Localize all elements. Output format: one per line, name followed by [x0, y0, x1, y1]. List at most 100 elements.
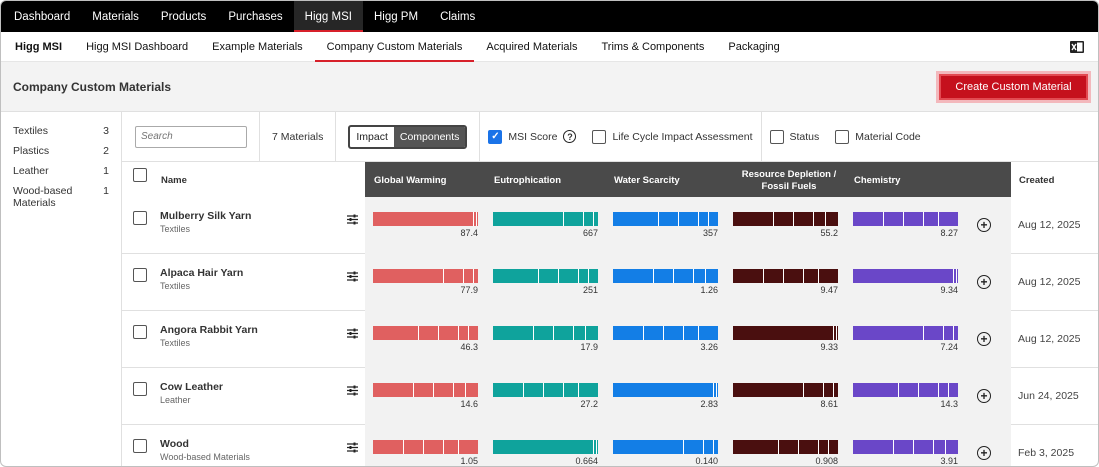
sidebar-item-textiles[interactable]: Textiles 3	[1, 125, 121, 137]
excel-export-icon[interactable]	[1070, 40, 1084, 54]
material-name[interactable]: Angora Rabbit Yarn	[160, 324, 258, 336]
column-header-chemistry[interactable]: Chemistry	[854, 175, 901, 186]
material-code-checkbox[interactable]	[835, 129, 850, 144]
global-warming-bar[interactable]	[373, 212, 478, 226]
water-scarcity-bar[interactable]	[613, 326, 718, 340]
material-name[interactable]: Alpaca Hair Yarn	[160, 267, 244, 279]
global-warming-bar[interactable]	[373, 326, 478, 340]
chemistry-bar[interactable]	[853, 326, 958, 340]
toggle-impact[interactable]: Impact	[356, 130, 388, 143]
adjust-sliders-icon[interactable]	[347, 271, 358, 282]
add-circle-icon[interactable]: +	[977, 332, 991, 346]
add-circle-icon[interactable]: +	[977, 446, 991, 460]
global-warming-bar[interactable]	[373, 440, 478, 454]
bar-segment-divider	[643, 326, 644, 340]
row-checkbox[interactable]	[133, 382, 147, 396]
sidebar-item-wood-based-materials[interactable]: Wood-based Materials 1	[1, 185, 121, 209]
chemistry-bar[interactable]	[853, 440, 958, 454]
eutrophication-bar[interactable]	[493, 212, 598, 226]
global-warming-bar[interactable]	[373, 269, 478, 283]
adjust-sliders-icon[interactable]	[347, 385, 358, 396]
topnav-dashboard[interactable]: Dashboard	[14, 10, 71, 23]
resource-depletion-bar[interactable]	[733, 383, 838, 397]
column-header-created[interactable]: Created	[1019, 175, 1055, 186]
global-warming-bar[interactable]	[373, 383, 478, 397]
material-name[interactable]: Wood	[160, 438, 189, 450]
status-option[interactable]: Status	[762, 129, 828, 144]
topnav-products[interactable]: Products	[160, 10, 207, 23]
subnav-acquired-materials[interactable]: Acquired Materials	[486, 40, 578, 53]
water-scarcity-bar[interactable]	[613, 440, 718, 454]
lca-checkbox[interactable]	[592, 129, 607, 144]
bar-segment-divider	[458, 440, 459, 454]
topnav-higg-msi[interactable]: Higg MSI	[293, 1, 364, 32]
material-code-option[interactable]: Material Code	[827, 129, 928, 144]
eutrophication-bar[interactable]	[493, 269, 598, 283]
table-row[interactable]: Cow Leather Leather 14.6 27.2 2.83 8.61 14.3 + J…	[122, 368, 1098, 425]
subnav-example-materials[interactable]: Example Materials	[212, 40, 303, 53]
search-input[interactable]	[135, 125, 247, 148]
topnav-materials[interactable]: Materials	[92, 10, 139, 23]
bar-segment-divider	[703, 440, 704, 454]
chemistry-bar[interactable]	[853, 383, 958, 397]
table-row[interactable]: Mulberry Silk Yarn Textiles 87.4 667 357 55.2…	[122, 197, 1098, 254]
create-custom-material-button[interactable]: Create Custom Material	[939, 73, 1088, 100]
resource-depletion-bar[interactable]	[733, 326, 838, 340]
subnav-trims-components[interactable]: Trims & Components	[601, 40, 705, 53]
subnav-packaging[interactable]: Packaging	[728, 40, 780, 53]
material-name[interactable]: Cow Leather	[160, 381, 224, 393]
bar-segment-divider	[563, 212, 564, 226]
sidebar-item-plastics[interactable]: Plastics 2	[1, 145, 121, 157]
topnav-higg-pm[interactable]: Higg PM	[373, 10, 419, 23]
row-checkbox[interactable]	[133, 325, 147, 339]
column-header-eutrophication[interactable]: Eutrophication	[494, 175, 562, 186]
subnav-higg-msi-dashboard[interactable]: Higg MSI Dashboard	[86, 40, 189, 53]
sidebar-item-leather[interactable]: Leather 1	[1, 165, 121, 177]
adjust-sliders-icon[interactable]	[347, 328, 358, 339]
subnav-higg-msi[interactable]: Higg MSI	[15, 40, 63, 53]
bar-segment-divider	[698, 212, 699, 226]
eutrophication-bar[interactable]	[493, 440, 598, 454]
bar-segment-divider	[653, 269, 654, 283]
resource-depletion-bar[interactable]	[733, 269, 838, 283]
column-header-water-scarcity[interactable]: Water Scarcity	[614, 175, 680, 186]
adjust-sliders-icon[interactable]	[347, 442, 358, 453]
add-circle-icon[interactable]: +	[977, 275, 991, 289]
adjust-sliders-icon[interactable]	[347, 214, 358, 225]
water-scarcity-bar[interactable]	[613, 212, 718, 226]
subnav-company-custom-materials[interactable]: Company Custom Materials	[314, 32, 475, 62]
eutrophication-bar[interactable]	[493, 383, 598, 397]
column-header-name[interactable]: Name	[161, 175, 187, 186]
column-header-resource-depletion[interactable]: Resource Depletion / Fossil Fuels	[734, 169, 844, 193]
row-checkbox[interactable]	[133, 211, 147, 225]
chemistry-bar[interactable]	[853, 212, 958, 226]
water-scarcity-bar[interactable]	[613, 383, 718, 397]
row-checkbox[interactable]	[133, 439, 147, 453]
table-row[interactable]: Angora Rabbit Yarn Textiles 46.3 17.9 3.26 9.…	[122, 311, 1098, 368]
topnav-purchases[interactable]: Purchases	[228, 10, 283, 23]
msi-score-checkbox[interactable]: ✓	[488, 129, 503, 144]
column-header-global-warming[interactable]: Global Warming	[374, 175, 447, 186]
bar-segment-divider	[793, 212, 794, 226]
table-row[interactable]: Wood Wood-based Materials 1.05 0.664 0.140 0.…	[122, 425, 1098, 466]
add-circle-icon[interactable]: +	[977, 218, 991, 232]
sidebar-item-label: Leather	[13, 165, 49, 177]
row-checkbox[interactable]	[133, 268, 147, 282]
chemistry-bar[interactable]	[853, 269, 958, 283]
table-row[interactable]: Alpaca Hair Yarn Textiles 77.9 251 1.26 9.47 9…	[122, 254, 1098, 311]
add-circle-icon[interactable]: +	[977, 389, 991, 403]
resource-depletion-bar[interactable]	[733, 212, 838, 226]
material-category: Textiles	[160, 281, 191, 291]
help-icon[interactable]: ?	[563, 130, 577, 143]
select-all-checkbox[interactable]	[133, 168, 147, 182]
status-checkbox[interactable]	[769, 129, 784, 144]
water-scarcity-bar[interactable]	[613, 269, 718, 283]
topnav-claims[interactable]: Claims	[440, 10, 476, 23]
resource-depletion-bar[interactable]	[733, 440, 838, 454]
material-category: Textiles	[160, 338, 191, 348]
lca-option[interactable]: Life Cycle Impact Assessment	[584, 129, 760, 144]
material-name[interactable]: Mulberry Silk Yarn	[160, 210, 252, 222]
toggle-components[interactable]: Components	[393, 126, 466, 147]
eutrophication-bar[interactable]	[493, 326, 598, 340]
msi-score-option[interactable]: ✓ MSI Score ?	[480, 129, 584, 144]
